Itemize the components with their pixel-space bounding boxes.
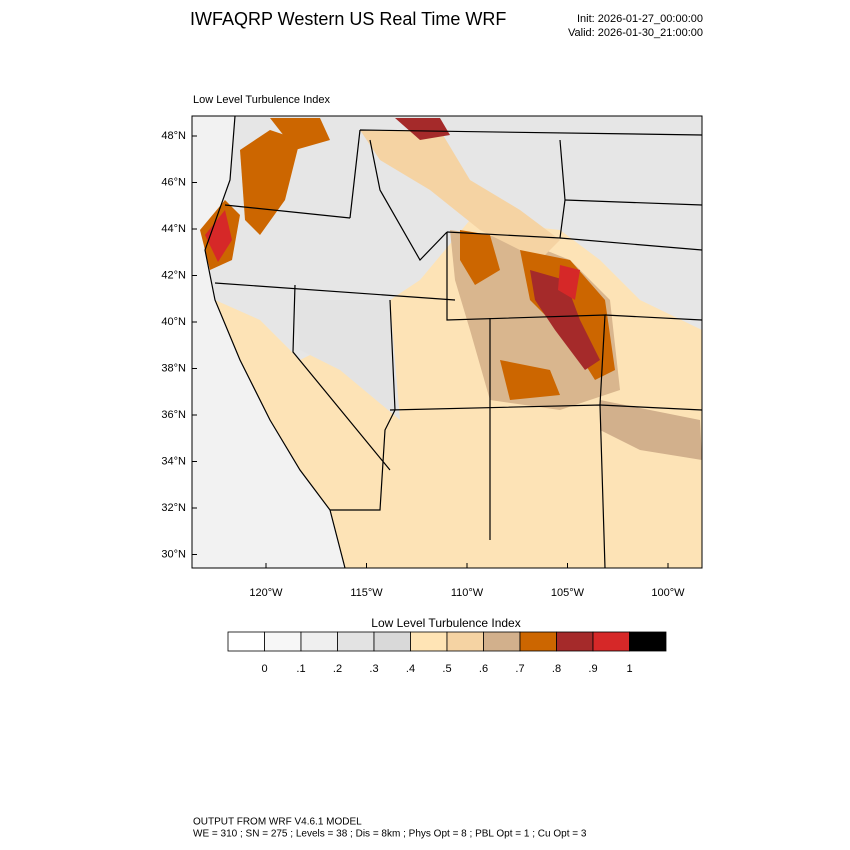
map-field (192, 116, 702, 568)
title: IWFAQRP Western US Real Time WRF (190, 9, 506, 29)
lon-label: 105°W (551, 587, 585, 599)
colorbar-box (556, 631, 594, 652)
colorbar-box (300, 631, 338, 652)
borders (204, 116, 702, 568)
lon-label: 120°W (249, 587, 283, 599)
colorbar-label: .7 (515, 663, 524, 675)
colorbar-label: .5 (442, 663, 451, 675)
footer-line: WE = 310 ; SN = 275 ; Levels = 38 ; Dis … (193, 829, 587, 840)
colorbar-box (227, 631, 265, 652)
colorbar-label: .4 (406, 663, 415, 675)
colorbar-label: .9 (588, 663, 597, 675)
colorbar-box (519, 631, 557, 652)
colorbar-label: 1 (626, 663, 632, 675)
lat-label: 40°N (161, 316, 186, 328)
lon-label: 110°W (451, 587, 484, 599)
map-subtitle: Low Level Turbulence Index (193, 94, 330, 106)
colorbar-box (629, 631, 667, 652)
valid-time: Valid: 2026-01-30_21:00:00 (568, 27, 703, 39)
lat-label: 46°N (161, 176, 186, 188)
colorbar-box (446, 631, 484, 652)
colorbar-label: .3 (369, 663, 378, 675)
lat-label: 30°N (161, 548, 186, 560)
lon-label: 115°W (350, 587, 383, 599)
lat-label: 36°N (161, 409, 186, 421)
colorbar-label: .8 (552, 663, 561, 675)
colorbar-label: .2 (333, 663, 342, 675)
colorbar-box (337, 631, 375, 652)
lat-label: 48°N (161, 130, 186, 142)
init-time: Init: 2026-01-27_00:00:00 (577, 13, 703, 25)
colorbar-box (410, 631, 448, 652)
lat-label: 38°N (161, 362, 186, 374)
footer-line: OUTPUT FROM WRF V4.6.1 MODEL (193, 817, 362, 828)
lat-label: 32°N (161, 502, 186, 514)
colorbar-label: .1 (296, 663, 305, 675)
colorbar-label: 0 (261, 663, 267, 675)
colorbar-box (264, 631, 302, 652)
lat-label: 34°N (161, 455, 186, 467)
colorbar-box (592, 631, 630, 652)
colorbar-box (373, 631, 411, 652)
lat-label: 44°N (161, 223, 186, 235)
colorbar-box (483, 631, 521, 652)
colorbar-label: .6 (479, 663, 488, 675)
map-frame (191, 115, 703, 569)
lon-label: 100°W (651, 587, 685, 599)
colorbar-title: Low Level Turbulence Index (371, 616, 520, 630)
lat-label: 42°N (161, 269, 186, 281)
